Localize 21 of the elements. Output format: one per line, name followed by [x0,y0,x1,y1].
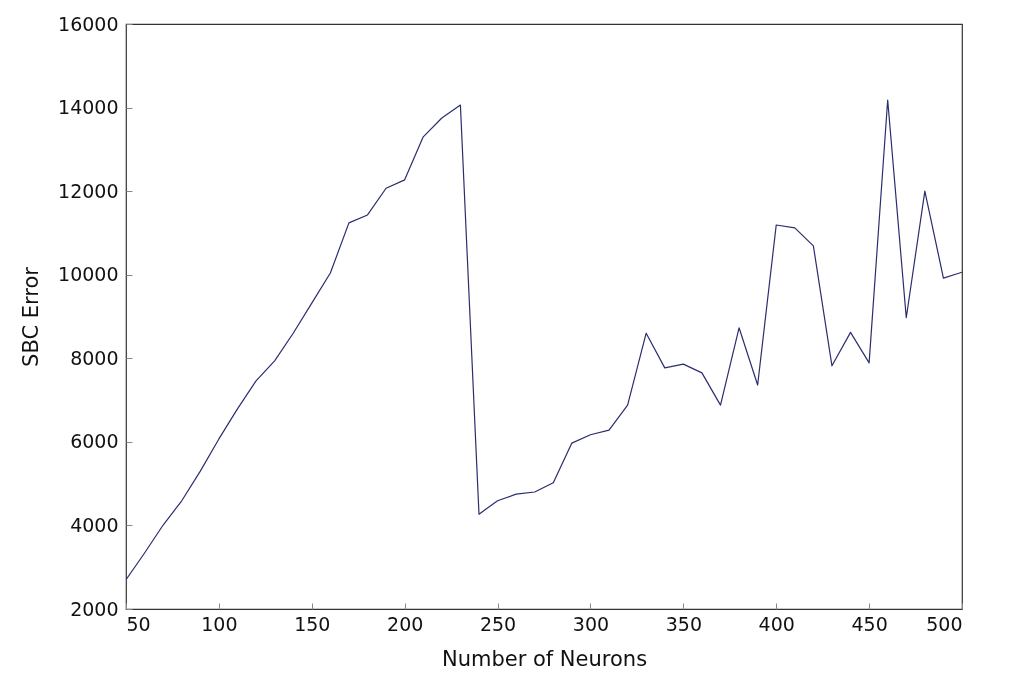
x-tick-label: 50 [126,612,151,635]
y-tick-label: 10000 [58,263,119,286]
x-axis-title: Number of Neurons [441,646,648,671]
line-series [126,99,962,581]
x-tick-label: 500 [926,612,963,635]
x-tick-label: 450 [851,612,888,635]
y-tick-label: 4000 [70,513,119,536]
y-axis-title: SBC Error [19,266,44,367]
x-tick-label: 350 [665,612,702,635]
y-tick-label: 2000 [70,597,119,620]
x-tick-label: 150 [294,612,331,635]
y-tick-label: 16000 [58,12,119,35]
y-tick-label: 8000 [70,346,119,369]
x-tick-label: 250 [479,612,517,635]
y-tick-label: 6000 [70,430,119,453]
x-tick-label: 400 [758,612,795,635]
y-tick-label: 14000 [58,96,119,119]
y-tick-label: 12000 [58,179,119,202]
x-tick-label: 100 [201,612,238,635]
x-tick-label: 300 [572,612,610,635]
x-tick-label: 200 [387,612,424,635]
